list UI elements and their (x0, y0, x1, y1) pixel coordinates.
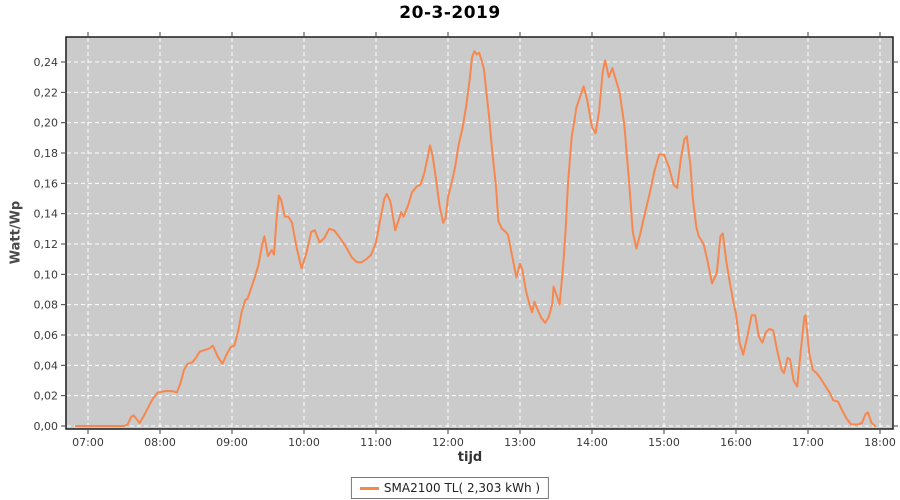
x-tick-label: 10:00 (288, 436, 320, 449)
chart-title: 20-3-2019 (399, 3, 501, 23)
x-tick-label: 16:00 (720, 436, 752, 449)
y-tick-label: 0,20 (34, 117, 59, 130)
x-tick-label: 11:00 (360, 436, 392, 449)
x-tick-label: 08:00 (144, 436, 176, 449)
y-tick-label: 0,06 (34, 329, 59, 342)
x-tick-label: 18:00 (864, 436, 896, 449)
y-tick-label: 0,12 (34, 238, 59, 251)
y-tick-label: 0,04 (34, 359, 59, 372)
legend-series-label: SMA2100 TL( 2,303 kWh ) (383, 481, 541, 495)
y-tick-label: 0,14 (34, 208, 59, 221)
legend: SMA2100 TL( 2,303 kWh ) (350, 477, 550, 499)
plot-border (65, 36, 894, 430)
y-tick-label: 0,22 (34, 86, 59, 99)
series-line (75, 50, 877, 427)
x-tick-label: 07:00 (72, 436, 104, 449)
x-tick-label: 14:00 (576, 436, 608, 449)
y-tick-label: 0,08 (34, 299, 59, 312)
x-tick-label: 17:00 (792, 436, 824, 449)
plot-area (66, 37, 893, 429)
x-axis-label: tijd (457, 450, 483, 465)
y-tick-label: 0,10 (34, 268, 59, 281)
x-tick-label: 12:00 (432, 436, 464, 449)
y-tick-label: 0,18 (34, 147, 59, 160)
legend-series-line-icon (359, 486, 379, 490)
x-tick-label: 09:00 (216, 436, 248, 449)
y-tick-label: 0,00 (34, 420, 59, 433)
y-tick-label: 0,02 (34, 390, 59, 403)
x-tick-label: 15:00 (648, 436, 680, 449)
y-tick-label: 0,16 (34, 177, 59, 190)
x-tick-label: 13:00 (504, 436, 536, 449)
y-tick-label: 0,24 (34, 56, 59, 69)
